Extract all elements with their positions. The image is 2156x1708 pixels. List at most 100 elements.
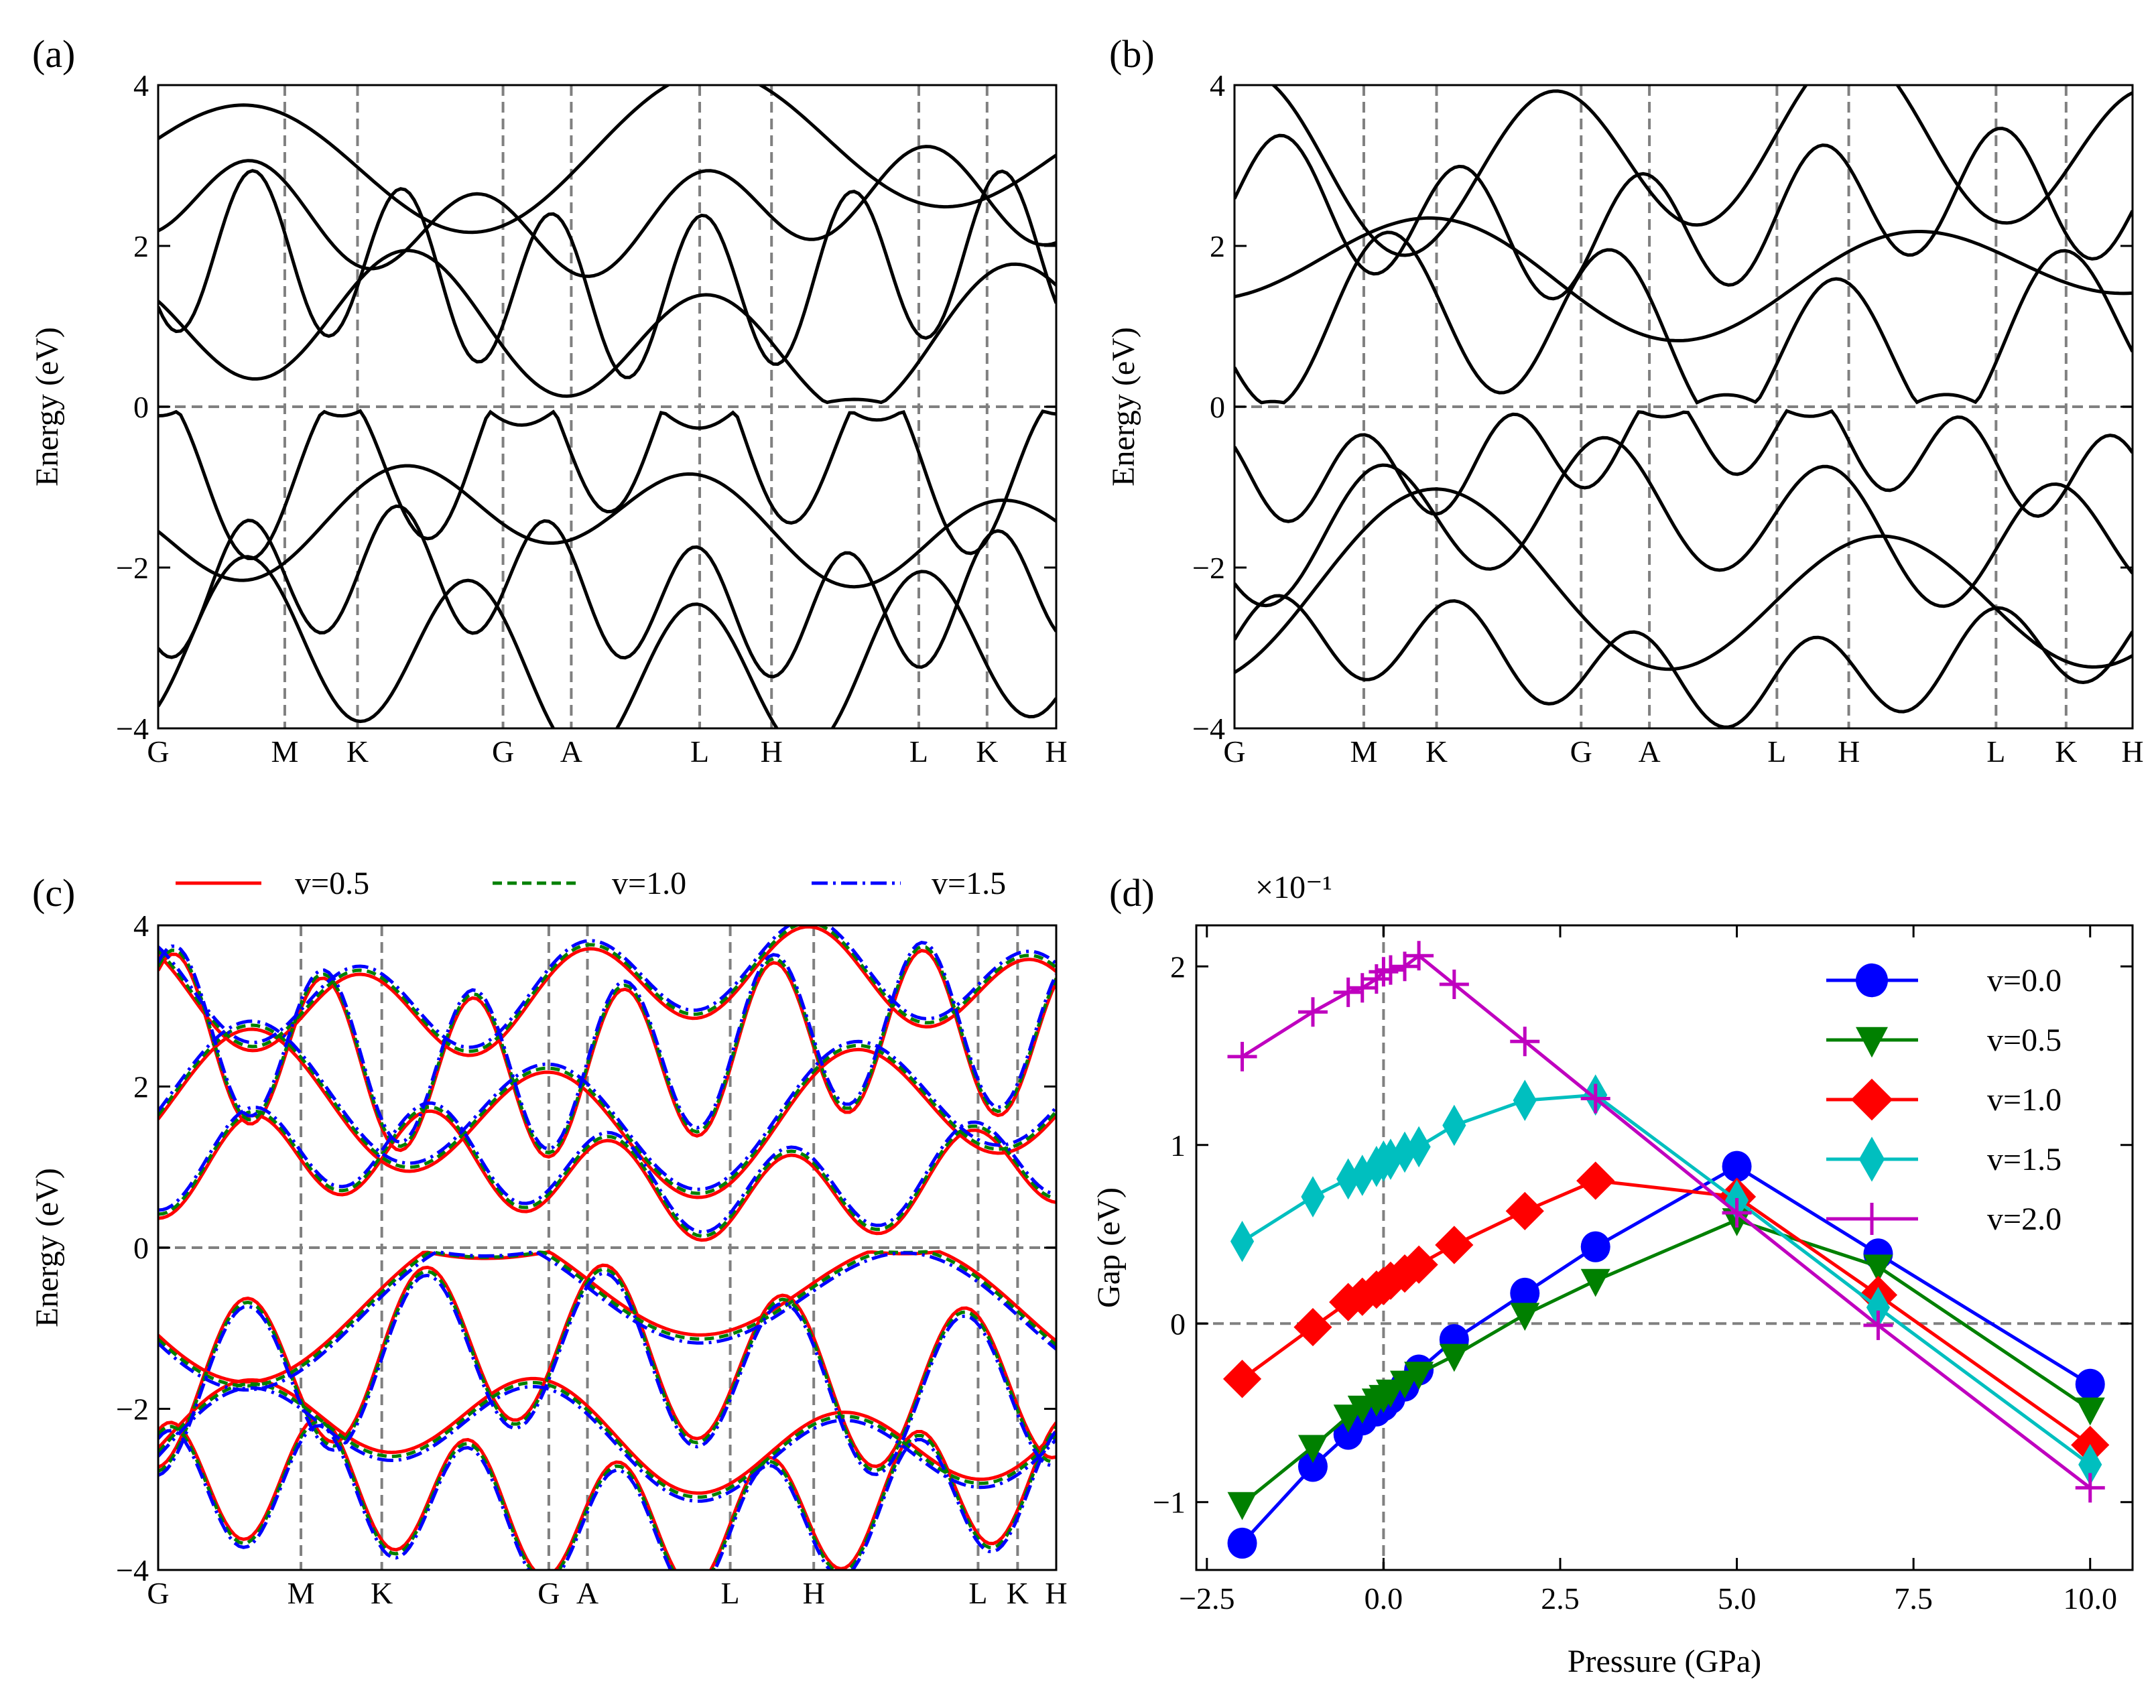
band-line	[158, 169, 1056, 379]
y-tick-label: −4	[1192, 712, 1225, 746]
band-line	[158, 1019, 1056, 1191]
marker-circle	[1580, 1231, 1610, 1262]
band-line	[158, 409, 1056, 561]
series-v-0-0	[1227, 1151, 2105, 1559]
legend-label: v=0.0	[1987, 963, 2062, 998]
y-tick-label: 0	[1210, 390, 1225, 424]
y-axis-label: Energy (eV)	[29, 327, 65, 486]
marker-triangle	[1390, 1370, 1420, 1399]
bands-panel-1	[1234, 85, 2133, 728]
series-v-1-5	[1230, 1074, 2102, 1486]
y-tick-label: 4	[133, 68, 149, 103]
band-line	[158, 1027, 1056, 1199]
marker-triangle	[1439, 1343, 1469, 1372]
marker-thin-diamond	[1513, 1079, 1537, 1121]
series-v-2-0	[1227, 941, 2105, 1503]
marker-diamond	[1505, 1191, 1544, 1230]
axes-frame	[1195, 924, 2134, 1571]
k-tick-label: G	[492, 734, 514, 769]
marker-thin-diamond	[1858, 1136, 1885, 1182]
marker-plus	[1510, 1027, 1540, 1057]
k-tick-label: H	[803, 1576, 825, 1610]
x-tick-label: −2.5	[1179, 1581, 1234, 1616]
marker-plus	[1856, 1203, 1888, 1235]
marker-circle	[2075, 1368, 2105, 1400]
band-line	[158, 145, 1056, 278]
legend-label: v=1.5	[1987, 1142, 2062, 1177]
marker-plus	[2075, 1473, 2105, 1503]
y-tick-label: 1	[1170, 1128, 1186, 1163]
band-line	[1234, 487, 2133, 674]
marker-circle	[1722, 1151, 1752, 1182]
bands-panel-2	[158, 925, 1056, 1570]
band-line	[158, 1101, 1056, 1234]
band-line	[158, 1250, 1056, 1392]
k-tick-label: H	[1045, 1576, 1067, 1610]
k-tick-label: H	[1838, 734, 1860, 769]
legend-label: v=0.5	[295, 866, 369, 901]
band-line	[1234, 231, 2133, 405]
marker-plus	[1439, 969, 1469, 999]
marker-triangle	[1227, 1492, 1257, 1520]
marker-plus	[1227, 1041, 1257, 1071]
band-line	[158, 1424, 1056, 1570]
marker-plus	[1375, 955, 1405, 985]
k-tick-label: L	[1986, 734, 2005, 769]
marker-triangle	[1580, 1268, 1610, 1297]
k-tick-label: H	[2121, 734, 2143, 769]
band-line	[158, 949, 1056, 1159]
marker-triangle	[1863, 1254, 1893, 1283]
marker-triangle	[1375, 1379, 1405, 1408]
marker-thin-diamond	[1407, 1126, 1431, 1168]
k-tick-label: G	[1223, 734, 1245, 769]
k-tick-label: M	[1350, 734, 1378, 769]
marker-diamond	[1399, 1245, 1438, 1284]
y-tick-label: 2	[133, 229, 149, 263]
legend-label: v=2.0	[1987, 1201, 2062, 1237]
band-line	[158, 249, 1056, 405]
band-line	[1271, 85, 2133, 257]
y-tick-label: −1	[1153, 1486, 1186, 1520]
k-tick-label: G	[537, 1576, 560, 1610]
marker-plus	[1580, 1083, 1610, 1114]
x-tick-label: 0.0	[1365, 1581, 1403, 1616]
marker-triangle	[1510, 1303, 1540, 1331]
marker-thin-diamond	[1866, 1287, 1891, 1329]
band-line	[1234, 409, 2133, 523]
k-tick-label: G	[1570, 734, 1592, 769]
panel-label-b: (b)	[1109, 32, 1155, 76]
bands-panel-0	[158, 85, 1056, 728]
panel-label-a: (a)	[32, 32, 75, 76]
k-tick-label: G	[147, 734, 169, 769]
series-line	[1241, 1218, 2092, 1506]
y-tick-label: 0	[133, 1231, 149, 1265]
marker-triangle	[1856, 1027, 1888, 1058]
marker-triangle	[1333, 1404, 1363, 1433]
y-axis-label: Gap (eV)	[1091, 1187, 1127, 1308]
y-tick-label: 0	[1170, 1307, 1186, 1341]
marker-diamond	[1850, 1078, 1893, 1121]
k-tick-label: L	[1767, 734, 1786, 769]
y-tick-label: −4	[116, 1553, 149, 1587]
legend-label: v=1.0	[612, 866, 686, 901]
y-axis-label: Energy (eV)	[29, 1168, 65, 1327]
k-tick-label: K	[2055, 734, 2077, 769]
k-tick-label: H	[1045, 734, 1067, 769]
band-line	[1234, 216, 2133, 342]
marker-thin-diamond	[1230, 1220, 1255, 1262]
band-line	[158, 1420, 1056, 1570]
band-line	[158, 1105, 1056, 1238]
y-tick-label: 2	[133, 1070, 149, 1104]
k-tick-label: L	[721, 1576, 740, 1610]
k-tick-label: L	[690, 734, 709, 769]
y-tick-label: 0	[133, 390, 149, 424]
band-line	[1234, 436, 2133, 608]
band-line	[158, 1023, 1056, 1195]
band-line	[158, 1271, 1056, 1477]
marker-thin-diamond	[1442, 1104, 1466, 1146]
x-tick-label: 2.5	[1541, 1581, 1580, 1616]
marker-plus	[1297, 997, 1328, 1027]
k-tick-label: A	[1638, 734, 1660, 769]
y-tick-label: 2	[1170, 949, 1186, 984]
marker-triangle	[1404, 1362, 1434, 1390]
